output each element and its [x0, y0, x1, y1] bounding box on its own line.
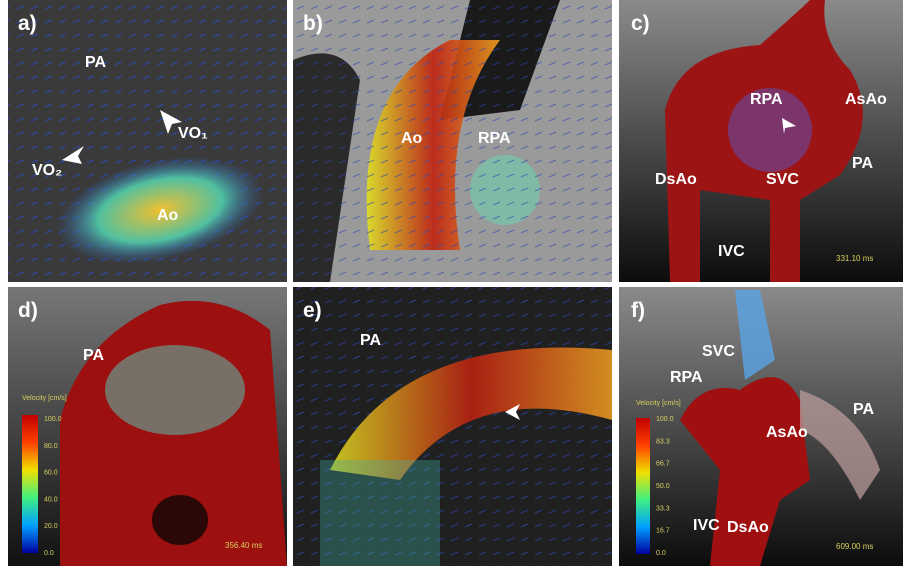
colorbar-title: Velocity [cm/s]	[22, 395, 67, 402]
annotation: Ao	[401, 130, 423, 147]
colorbar-tick: 20.0	[44, 523, 58, 530]
annotation: PA	[360, 332, 381, 349]
time-label: 356.40 ms	[225, 541, 262, 550]
panel-a	[8, 0, 287, 282]
annotation: IVC	[693, 517, 720, 534]
colorbar-tick: 80.0	[44, 443, 58, 450]
colorbar-tick: 0.0	[44, 550, 54, 557]
annotation: VO₁	[178, 125, 208, 142]
annotation: SVC	[702, 343, 735, 360]
annotation: IVC	[718, 243, 745, 260]
colorbar-tick: 50.0	[656, 483, 670, 490]
panel-label: b)	[303, 12, 323, 35]
colorbar-tick: 100.0	[656, 416, 674, 423]
colorbar-tick: 0.0	[656, 550, 666, 557]
figure: a) PA VO₁ VO₂ Ao b) Ao RPA c) RPA AsAo P…	[0, 0, 903, 566]
annotation: RPA	[670, 369, 703, 386]
panel-label: e)	[303, 299, 322, 322]
annotation: DsAo	[655, 171, 697, 188]
colorbar-tick: 16.7	[656, 528, 670, 535]
colorbar-tick: 83.3	[656, 438, 670, 445]
annotation: AsAo	[766, 424, 808, 441]
colorbar	[636, 418, 650, 554]
colorbar-tick: 66.7	[656, 461, 670, 468]
panel-label: a)	[18, 12, 37, 35]
panel-e	[293, 287, 612, 566]
annotation: PA	[852, 155, 873, 172]
colorbar-title: Velocity [cm/s]	[636, 400, 681, 407]
annotation: RPA	[478, 130, 511, 147]
colorbar-tick: 33.3	[656, 505, 670, 512]
panel-label: d)	[18, 299, 38, 322]
panel-label: f)	[631, 299, 645, 322]
annotation: RPA	[750, 91, 783, 108]
time-label: 331.10 ms	[836, 254, 873, 263]
time-label: 609.00 ms	[836, 542, 873, 551]
annotation: PA	[853, 401, 874, 418]
annotation: VO₂	[32, 162, 62, 179]
annotation: PA	[83, 347, 104, 364]
colorbar-tick: 100.0	[44, 416, 62, 423]
annotation: PA	[85, 54, 106, 71]
colorbar	[22, 415, 38, 553]
annotation: AsAo	[845, 91, 887, 108]
annotation: SVC	[766, 171, 799, 188]
colorbar-tick: 60.0	[44, 470, 58, 477]
colorbar-tick: 40.0	[44, 496, 58, 503]
annotation: DsAo	[727, 519, 769, 536]
panel-c	[619, 0, 903, 282]
annotation: Ao	[157, 207, 179, 224]
panel-b	[293, 0, 612, 282]
panel-label: c)	[631, 12, 650, 35]
